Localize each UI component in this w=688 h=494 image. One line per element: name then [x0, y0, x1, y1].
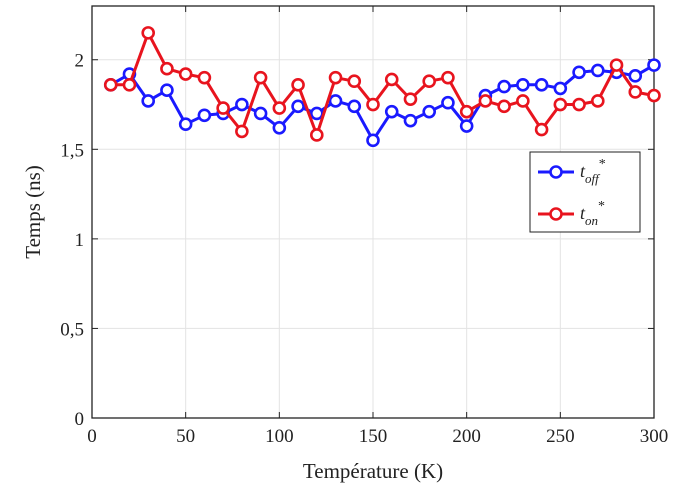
axis-ticks: [91, 6, 655, 419]
data-point-off: [291, 99, 305, 114]
data-point-off: [422, 104, 437, 119]
data-point-on: [534, 122, 549, 137]
data-point-off: [647, 58, 661, 72]
data-point-off: [590, 63, 605, 78]
data-point-on: [590, 94, 605, 108]
legend-marker-off: [549, 165, 563, 179]
data-point-on: [516, 94, 530, 108]
y-tick-label: 1: [75, 230, 85, 251]
data-point-off: [516, 78, 530, 92]
x-tick-label: 0: [87, 426, 97, 447]
data-point-on: [216, 101, 230, 115]
data-point-off: [253, 106, 268, 121]
data-point-off: [366, 133, 380, 148]
data-point-off: [235, 97, 249, 112]
data-point-off: [309, 106, 324, 121]
data-point-on: [384, 72, 399, 87]
data-point-on: [122, 78, 137, 92]
data-point-on: [628, 85, 643, 99]
data-point-on: [328, 70, 343, 85]
y-tick-label: 0: [75, 409, 85, 430]
data-point-off: [178, 117, 193, 132]
x-tick-label: 100: [265, 426, 294, 447]
data-point-on: [197, 70, 212, 85]
series-layer: [103, 26, 661, 148]
data-point-on: [235, 124, 249, 139]
data-point-off: [441, 95, 455, 110]
y-axis-title: Temps (ns): [21, 165, 45, 259]
data-point-on: [553, 97, 568, 112]
data-point-on: [572, 97, 586, 112]
y-tick-label: 2: [75, 51, 85, 72]
series-off: [103, 58, 661, 148]
data-point-off: [141, 94, 155, 108]
data-point-on: [160, 61, 174, 76]
data-point-off: [497, 79, 511, 94]
data-point-off: [384, 104, 399, 119]
x-axis-title: Température (K): [303, 459, 443, 483]
legend-label-off: toff*: [580, 157, 606, 186]
series-on: [103, 26, 661, 142]
legend-label-on: ton*: [580, 199, 605, 228]
data-point-off: [197, 108, 212, 123]
data-point-on: [441, 70, 455, 85]
data-point-on: [141, 26, 155, 40]
data-point-on: [403, 92, 418, 106]
legend-marker-on: [549, 207, 563, 221]
data-point-off: [553, 81, 568, 96]
y-tick-label: 1,5: [60, 140, 84, 161]
data-point-on: [422, 74, 437, 89]
data-point-off: [403, 113, 418, 128]
data-point-on: [272, 101, 287, 115]
data-point-off: [459, 119, 474, 133]
data-point-off: [347, 99, 362, 114]
legend: toff* ton*: [529, 151, 641, 233]
data-point-off: [628, 69, 643, 83]
data-point-off: [272, 121, 287, 135]
data-point-off: [572, 65, 586, 80]
data-point-on: [309, 128, 324, 142]
data-point-on: [478, 94, 493, 108]
data-point-on: [253, 70, 268, 85]
tick-labels: 0 50 100 150 200 250 300 0 0,5 1 1,5 2: [60, 51, 668, 447]
data-point-on: [347, 74, 362, 89]
data-point-on: [497, 99, 511, 114]
legend-box: [529, 151, 641, 233]
data-point-off: [534, 78, 549, 92]
data-point-on: [366, 97, 380, 112]
x-tick-label: 50: [176, 426, 195, 447]
y-tick-label: 0,5: [60, 319, 84, 340]
data-point-on: [291, 78, 305, 92]
data-point-on: [609, 58, 624, 72]
data-point-on: [459, 104, 474, 119]
x-tick-label: 300: [640, 426, 669, 447]
x-tick-label: 200: [452, 426, 481, 447]
data-point-on: [178, 67, 193, 81]
data-point-on: [103, 78, 118, 92]
data-point-off: [160, 83, 174, 97]
data-point-on: [647, 88, 661, 103]
x-tick-label: 250: [546, 426, 575, 447]
data-point-off: [328, 94, 343, 108]
x-tick-label: 150: [359, 426, 388, 447]
